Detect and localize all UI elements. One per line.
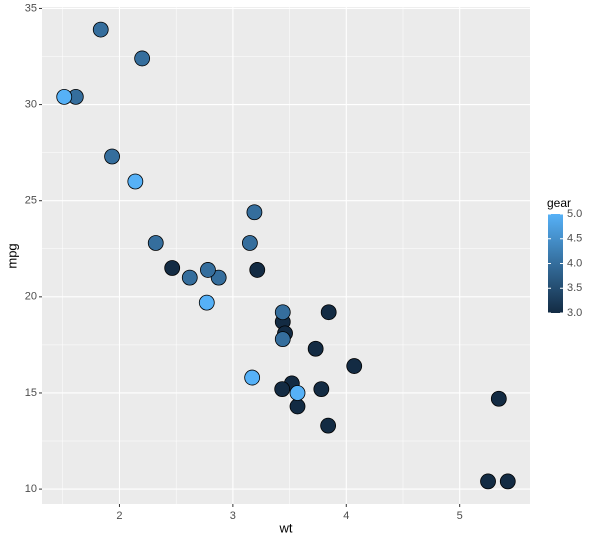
y-tick-label: 20	[25, 291, 37, 303]
point	[134, 50, 151, 67]
point	[289, 398, 306, 415]
legend-title: gear	[547, 196, 571, 210]
y-tick-label: 30	[25, 98, 37, 110]
x-tick-label: 4	[343, 510, 349, 522]
point	[56, 88, 73, 105]
point	[313, 381, 330, 398]
plot-panel	[42, 7, 530, 504]
axes: 2 3 4 5 10 15 20 25 30 35	[25, 2, 463, 522]
legend: gear 3.0 3.5 4.0 4.5 5.0	[547, 196, 582, 319]
colorbar	[548, 214, 563, 313]
point	[249, 262, 266, 278]
point	[274, 381, 291, 398]
point	[320, 417, 337, 434]
x-tick-label: 5	[457, 510, 463, 522]
y-tick-label: 35	[25, 2, 37, 14]
point	[241, 235, 258, 251]
y-tick-label: 10	[25, 483, 37, 495]
point	[274, 304, 291, 321]
point	[307, 340, 324, 357]
legend-tick-label: 4.0	[567, 257, 582, 269]
point	[480, 473, 496, 490]
point	[346, 358, 363, 374]
point	[499, 473, 516, 490]
legend-tick-label: 3.5	[567, 282, 582, 294]
point	[200, 262, 216, 278]
y-axis-title: mpg	[4, 243, 19, 268]
points	[56, 21, 516, 490]
y-tick-label: 25	[25, 195, 37, 207]
point	[92, 21, 109, 38]
point	[127, 173, 144, 190]
x-tick-label: 3	[230, 510, 236, 522]
y-tick-label: 15	[25, 387, 37, 399]
point	[147, 235, 164, 251]
point	[181, 269, 198, 286]
point	[198, 294, 215, 311]
point	[490, 390, 507, 407]
legend-tick-label: 4.5	[567, 233, 582, 245]
point	[104, 148, 120, 165]
watermark: 知乎 @R语言搬运工	[428, 509, 563, 527]
x-axis-title: wt	[279, 520, 293, 535]
legend-tick-label: 3.0	[567, 307, 582, 319]
point	[289, 385, 306, 401]
point	[244, 369, 261, 386]
point	[210, 269, 227, 286]
x-tick-label: 2	[116, 510, 122, 522]
point	[320, 304, 337, 321]
point	[164, 260, 181, 276]
legend-tick-label: 5.0	[567, 208, 582, 220]
point	[246, 204, 263, 221]
point	[274, 331, 291, 348]
grid	[42, 7, 530, 504]
